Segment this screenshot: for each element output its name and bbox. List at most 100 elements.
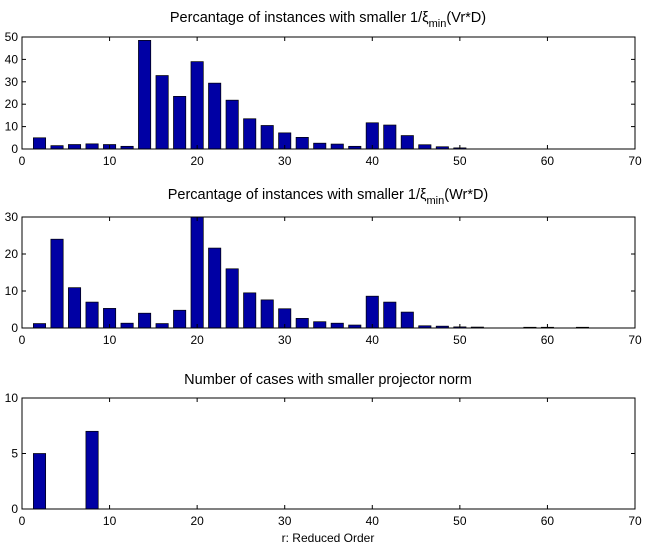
subplot-1-bar	[330, 143, 344, 150]
subplot-2-bar	[173, 309, 187, 329]
subplot-1-ytick-label: 50	[5, 30, 19, 44]
subplot-2-xtick-label: 50	[453, 333, 467, 347]
subplot-3-xtick-label: 0	[19, 514, 26, 528]
subplot-3-title: Number of cases with smaller projector n…	[184, 372, 472, 388]
subplot-2-bar	[225, 268, 239, 329]
subplot-1-xtick-label: 60	[541, 154, 555, 168]
subplot-3-ytick-label: 10	[5, 391, 19, 405]
subplot-2-bar	[243, 292, 257, 329]
subplot-3-ytick-label: 5	[11, 447, 18, 461]
subplot-1-title: Percantage of instances with smaller 1/ξ…	[170, 10, 486, 30]
subplot-3-bar	[85, 430, 99, 510]
subplot-2-bar	[365, 295, 379, 329]
subplot-1-bar	[243, 118, 257, 150]
subplot-2-bar	[33, 323, 47, 329]
subplot-1-bar	[68, 144, 82, 150]
subplot-2-axes: 0 10 20 30 40 50 60 70 0 10 20 30	[5, 210, 642, 347]
subplot-1-ytick-label: 0	[11, 142, 18, 156]
subplot-2-bar	[260, 299, 274, 329]
subplot-2-bar	[50, 238, 64, 329]
subplot-2-ytick-label: 0	[11, 321, 18, 335]
subplot-1: Percantage of instances with smaller 1/ξ…	[5, 10, 642, 168]
subplot-2-ytick-label: 20	[5, 247, 19, 261]
subplot-2: Percantage of instances with smaller 1/ξ…	[5, 187, 642, 347]
subplot-1-xtick-label: 10	[103, 154, 117, 168]
subplot-3-xlabel: r: Reduced Order	[282, 531, 375, 545]
subplot-2-bar	[120, 322, 134, 329]
subplot-2-bar	[330, 322, 344, 329]
subplot-2-xtick-label: 30	[278, 333, 292, 347]
subplot-1-ytick-label: 10	[5, 120, 19, 134]
subplot-2-title-tail: (Wr*D)	[444, 187, 488, 203]
subplot-2-xtick-label: 20	[190, 333, 204, 347]
subplot-1-bar	[138, 40, 152, 150]
subplot-1-xtick-label: 70	[628, 154, 642, 168]
subplot-3-xtick-label: 40	[366, 514, 380, 528]
subplot-1-bar	[155, 75, 169, 150]
subplot-1-bar	[383, 124, 397, 150]
subplot-1-title-main: Percantage of instances with smaller 1/	[170, 10, 423, 26]
subplot-3-ytick-label: 0	[11, 502, 18, 516]
subplot-1-bar	[295, 137, 309, 150]
subplot-3-xtick-label: 60	[541, 514, 555, 528]
subplot-1-bar	[260, 125, 274, 150]
subplot-3-axes: 0 10 20 30 40 50 60 70 0 5 10	[5, 391, 642, 528]
subplot-3: Number of cases with smaller projector n…	[5, 372, 642, 545]
subplot-1-xtick-label: 20	[190, 154, 204, 168]
subplot-1-bar	[400, 135, 414, 150]
subplot-2-bar	[383, 301, 397, 329]
subplot-1-bar	[190, 61, 204, 150]
subplot-3-xtick-label: 70	[628, 514, 642, 528]
subplot-1-xtick-label: 0	[19, 154, 26, 168]
subplot-3-xtick-label: 10	[103, 514, 117, 528]
subplot-1-xtick-label: 40	[366, 154, 380, 168]
subplot-1-bar	[313, 142, 327, 150]
subplot-2-bar	[313, 321, 327, 329]
subplot-2-bar	[85, 301, 99, 329]
subplot-3-title-main: Number of cases with smaller projector n…	[184, 372, 472, 388]
subplot-2-bar	[68, 287, 82, 329]
subplot-2-bar	[295, 318, 309, 329]
subplot-1-xtick-label: 50	[453, 154, 467, 168]
subplot-3-bar	[33, 453, 47, 510]
subplot-1-bar	[85, 143, 99, 150]
subplot-3-xtick-label: 30	[278, 514, 292, 528]
subplot-2-title-subscript: min	[427, 195, 445, 207]
subplot-3-bars	[33, 430, 99, 510]
subplot-2-xtick-label: 70	[628, 333, 642, 347]
subplot-1-bar	[173, 96, 187, 150]
subplot-1-bar	[50, 145, 64, 150]
subplot-2-bar	[138, 312, 152, 329]
subplot-1-title-tail: (Vr*D)	[446, 10, 486, 26]
subplot-1-ytick-label: 40	[5, 52, 19, 66]
subplot-2-title: Percantage of instances with smaller 1/ξ…	[168, 187, 489, 207]
subplot-2-bar	[190, 216, 204, 329]
subplot-1-ytick-label: 20	[5, 97, 19, 111]
subplot-1-bar	[208, 82, 222, 150]
subplot-3-xtick-label: 50	[453, 514, 467, 528]
subplot-1-axes-box	[21, 36, 636, 150]
subplot-2-ytick-label: 30	[5, 210, 19, 224]
subplot-2-xtick-label: 0	[19, 333, 26, 347]
subplot-2-title-symbol: ξ	[420, 187, 427, 203]
subplot-2-bar	[155, 323, 169, 329]
subplot-2-xtick-label: 60	[541, 333, 555, 347]
subplot-1-bar	[418, 144, 432, 150]
subplot-2-bar	[208, 247, 222, 329]
subplot-1-xtick-label: 30	[278, 154, 292, 168]
subplot-1-ytick-label: 30	[5, 75, 19, 89]
subplot-1-bar	[33, 137, 47, 150]
subplot-2-xtick-label: 40	[366, 333, 380, 347]
subplot-1-bar	[225, 99, 239, 150]
subplot-2-title-main: Percantage of instances with smaller 1/	[168, 187, 421, 203]
subplot-3-xtick-label: 20	[190, 514, 204, 528]
subplot-1-bars	[33, 40, 467, 150]
subplot-1-title-subscript: min	[429, 18, 447, 30]
subplot-2-axes-box	[21, 216, 636, 329]
subplot-2-bar	[400, 311, 414, 329]
subplot-1-title-symbol: ξ	[422, 10, 429, 26]
subplot-2-ytick-label: 10	[5, 284, 19, 298]
subplot-1-axes: 0 10 20 30 40 50 60 70 0 10 20 30 40 50	[5, 30, 642, 168]
